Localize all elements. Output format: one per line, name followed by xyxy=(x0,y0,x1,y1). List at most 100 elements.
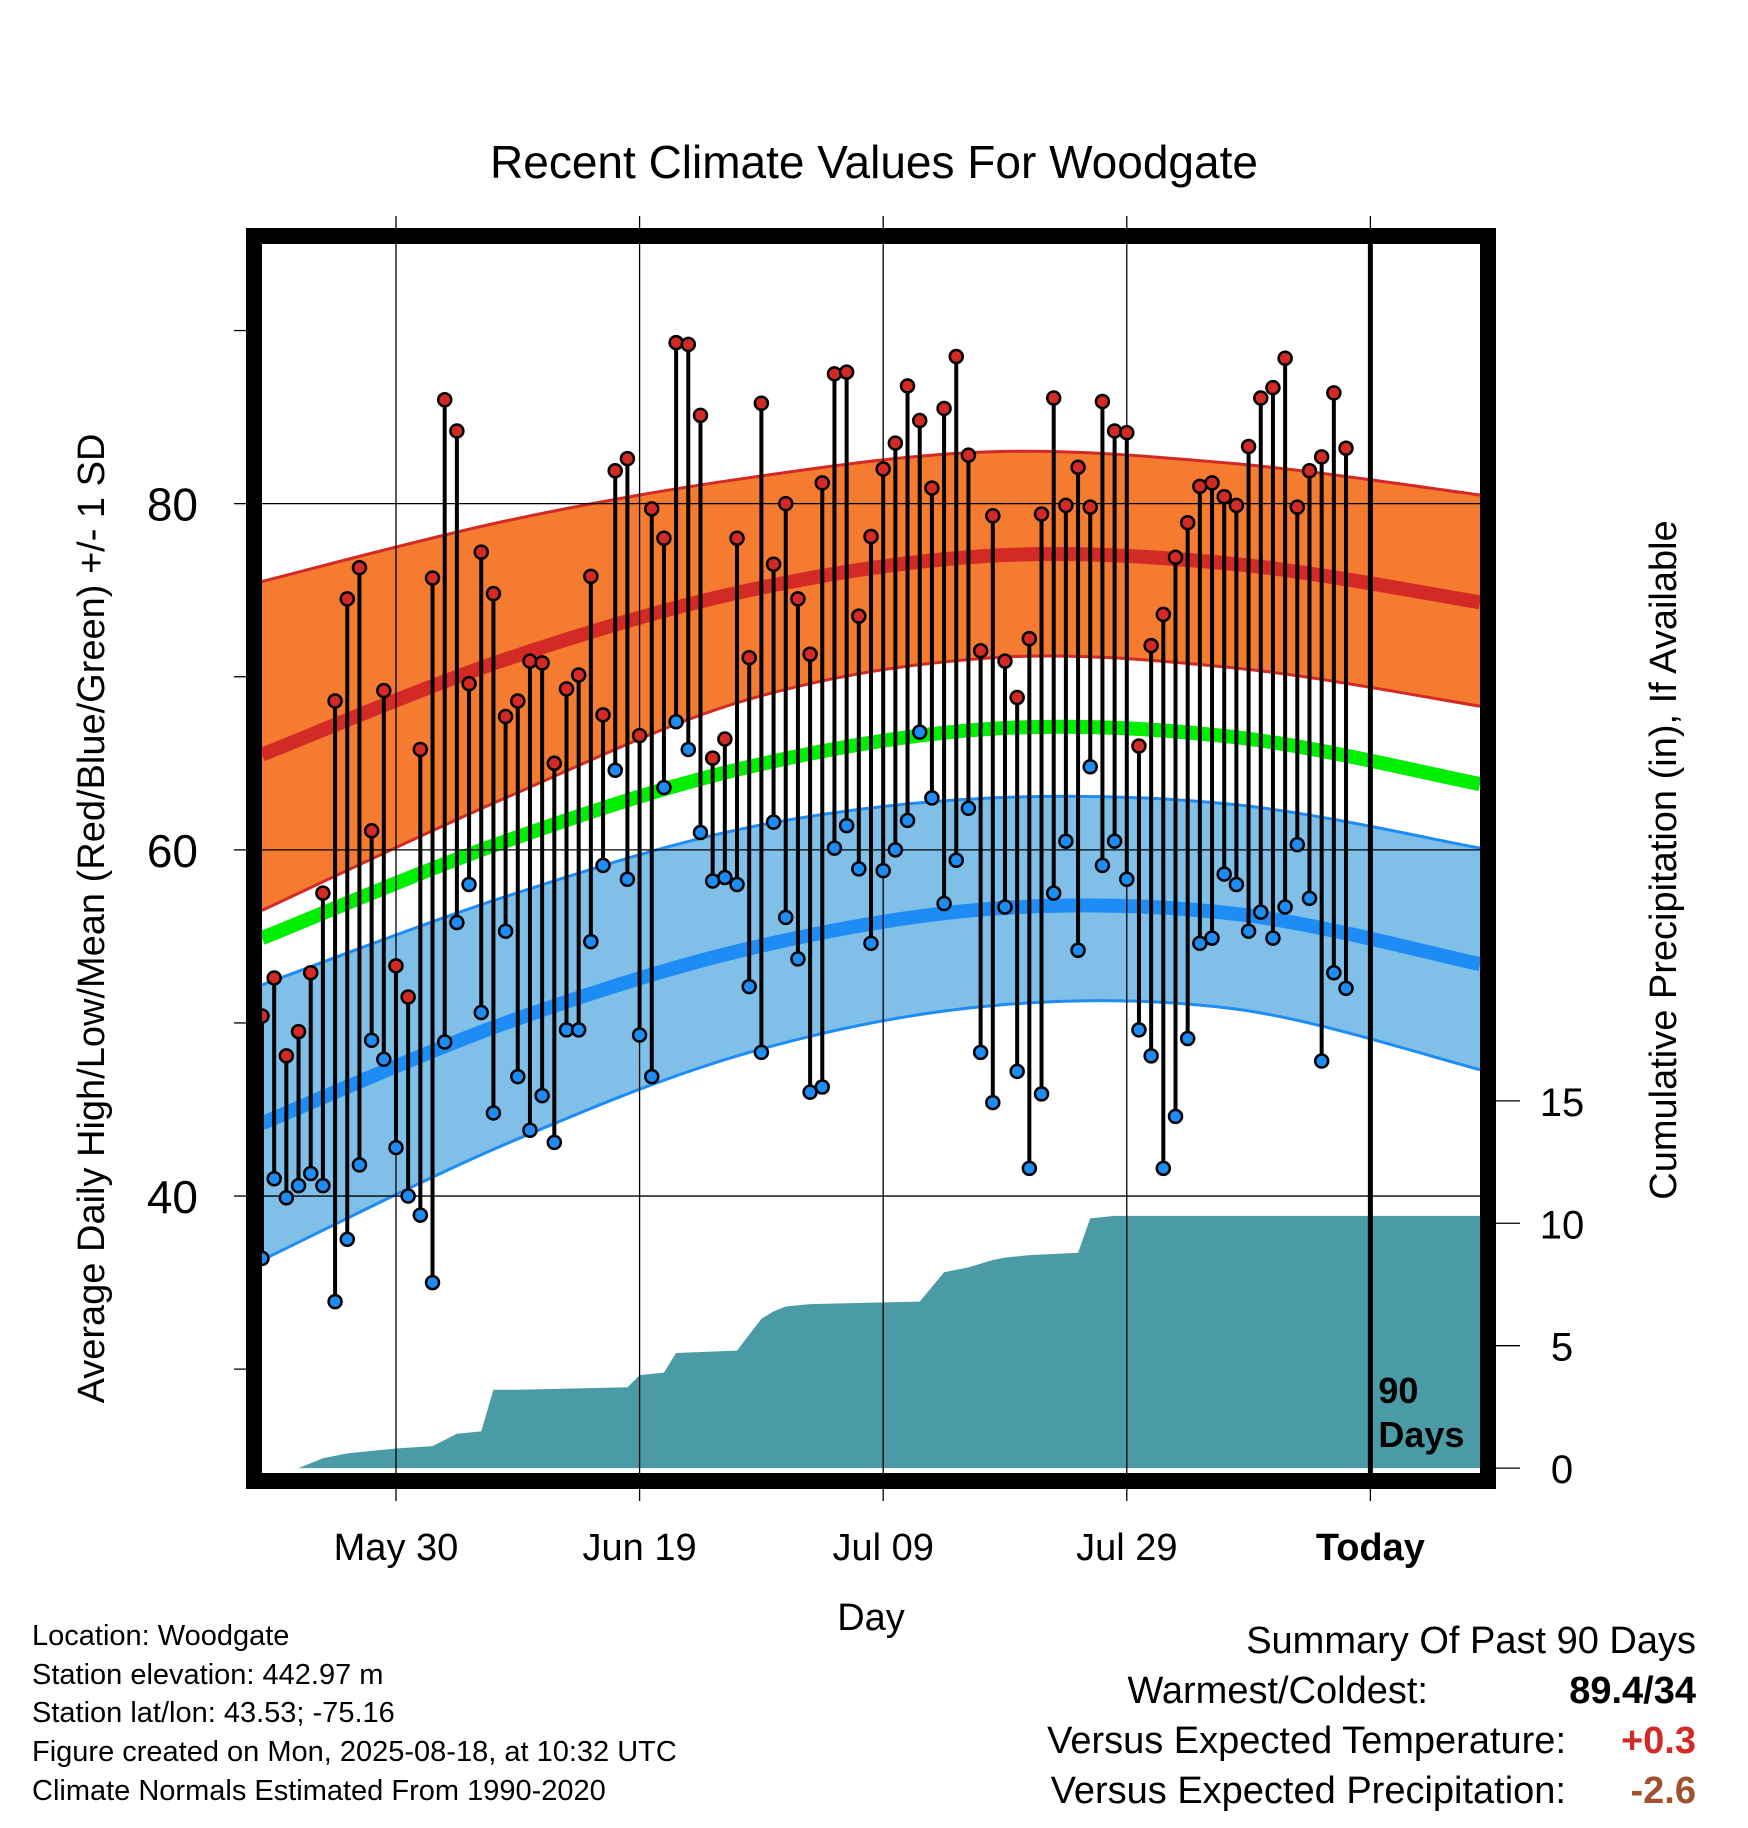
daily-low-point xyxy=(461,876,477,893)
daily-high-point xyxy=(985,508,1001,524)
daily-high-point xyxy=(388,958,404,974)
daily-high-point xyxy=(1326,385,1342,401)
daily-low-point xyxy=(875,862,891,879)
x-tick-label: Jul 09 xyxy=(832,1527,933,1569)
daily-high-point xyxy=(765,556,782,572)
daily-low-point xyxy=(302,1165,319,1182)
daily-high-point xyxy=(863,528,879,545)
daily-low-point xyxy=(680,741,697,758)
daily-high-point xyxy=(1338,440,1354,457)
daily-high-point xyxy=(717,731,733,747)
daily-low-point xyxy=(619,871,636,888)
daily-high-point xyxy=(936,400,952,417)
x-tick-label: Jun 19 xyxy=(583,1527,697,1569)
daily-low-point xyxy=(1216,866,1232,882)
daily-high-point xyxy=(412,741,429,758)
daily-low-point xyxy=(631,1027,648,1043)
daily-low-point xyxy=(351,1157,368,1173)
daily-low-point xyxy=(1131,1022,1147,1038)
daily-high-point xyxy=(315,885,331,901)
daily-low-point xyxy=(936,895,952,912)
high-minus-sd-line xyxy=(261,654,1481,912)
daily-high-point xyxy=(875,461,891,477)
daily-low-point xyxy=(814,1079,831,1095)
daily-high-point xyxy=(1045,390,1062,406)
daily-low-point xyxy=(290,1177,307,1194)
daily-high-point xyxy=(351,559,368,576)
daily-high-point xyxy=(497,708,514,725)
daily-high-point xyxy=(1289,499,1306,515)
daily-low-point xyxy=(851,861,867,877)
daily-high-point xyxy=(790,591,806,607)
daily-high-point xyxy=(339,591,356,607)
y2-tick-label: 15 xyxy=(1540,1081,1585,1125)
daily-low-point xyxy=(1265,930,1281,946)
normal-high-line xyxy=(259,547,1482,762)
daily-low-point xyxy=(607,762,623,778)
daily-low-point xyxy=(838,817,855,834)
daily-high-point xyxy=(924,480,940,496)
daily-low-point xyxy=(424,1274,441,1291)
footer-latlon: Station lat/lon: 43.53; -75.16 xyxy=(32,1697,395,1729)
daily-high-point xyxy=(802,646,818,662)
daily-low-point xyxy=(1045,885,1062,901)
daily-low-point xyxy=(790,951,806,967)
daily-low-point xyxy=(656,779,672,796)
daily-low-point xyxy=(376,1051,392,1068)
daily-high-point xyxy=(1301,463,1318,479)
x-tick-label: May 30 xyxy=(334,1527,459,1569)
daily-low-point xyxy=(741,978,757,995)
daily-low-point xyxy=(485,1105,502,1121)
daily-high-point xyxy=(729,530,745,547)
daily-high-point xyxy=(1033,506,1050,522)
daily-high-point xyxy=(485,585,502,602)
daily-low-point xyxy=(522,1122,538,1139)
daily-low-point xyxy=(510,1068,526,1085)
daily-low-point xyxy=(668,714,684,730)
daily-low-point xyxy=(363,1032,380,1049)
daily-low-point xyxy=(473,1004,489,1021)
daily-high-point xyxy=(302,964,319,981)
daily-low-point xyxy=(534,1087,550,1104)
daily-high-point xyxy=(972,643,989,659)
daily-high-point xyxy=(814,475,831,491)
daily-high-point xyxy=(948,348,965,365)
daily-low-point xyxy=(692,824,709,841)
daily-high-point xyxy=(400,989,416,1005)
daily-high-point xyxy=(692,407,709,424)
low-plus-sd-line xyxy=(261,794,1481,987)
daily-low-point xyxy=(449,914,465,931)
daily-high-point xyxy=(887,435,904,451)
daily-low-point xyxy=(266,1170,282,1187)
daily-high-point xyxy=(522,653,538,669)
daily-low-point xyxy=(583,933,599,950)
summary-warmest-coldest-value: 89.4/34 xyxy=(1569,1670,1696,1712)
daily-low-point xyxy=(911,724,928,740)
daily-high-point xyxy=(327,693,343,709)
daily-low-point xyxy=(1204,930,1220,946)
y2-tick-label: 0 xyxy=(1551,1448,1573,1492)
daily-high-point xyxy=(546,755,563,772)
daily-low-point xyxy=(1179,1030,1196,1047)
daily-high-point xyxy=(534,655,550,671)
daily-high-point xyxy=(1131,738,1147,754)
daily-high-point xyxy=(558,681,575,697)
daily-high-point xyxy=(1070,459,1086,476)
precipitation-layer xyxy=(262,1215,1480,1469)
daily-low-point xyxy=(327,1293,343,1310)
daily-high-point xyxy=(424,570,441,586)
daily-low-point xyxy=(546,1134,563,1151)
daily-high-point xyxy=(595,707,611,723)
daily-high-point xyxy=(473,544,489,560)
daily-low-point xyxy=(972,1044,989,1061)
daily-high-point xyxy=(656,530,672,547)
daily-high-point xyxy=(741,649,757,666)
daily-low-point xyxy=(400,1188,416,1204)
daily-high-point xyxy=(376,682,392,699)
y2-tick-label: 5 xyxy=(1551,1326,1573,1370)
daily-low-point xyxy=(1253,904,1269,920)
daily-high-point xyxy=(1119,424,1135,441)
daily-low-point xyxy=(1240,923,1257,939)
daily-low-point xyxy=(887,842,904,858)
